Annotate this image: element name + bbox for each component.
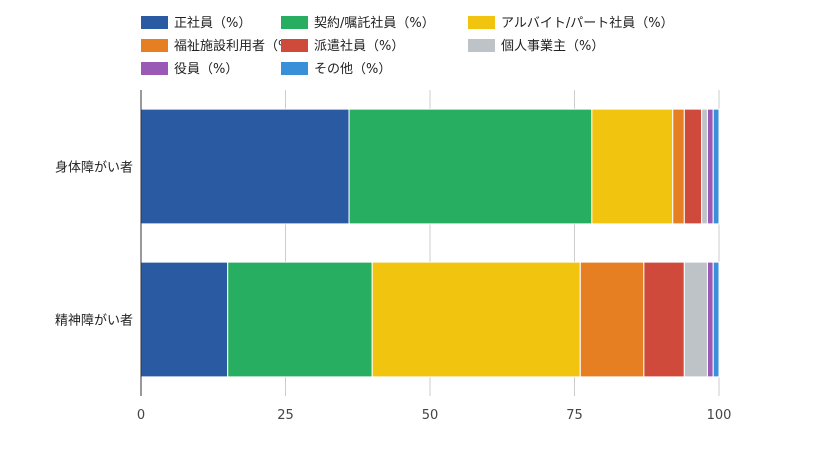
- legend-label-3: アルバイト/パート社員（%）: [501, 15, 674, 31]
- bar-segment-2-4: [579, 261, 645, 378]
- bar-segment-1-2: [348, 108, 593, 225]
- legend-label-5: 派遣社員（%）: [314, 38, 404, 54]
- x-tick-label-25: 25: [277, 408, 294, 423]
- legend-label-8: その他（%）: [314, 62, 391, 77]
- category-label-2: 精神障がい者: [55, 314, 133, 329]
- legend-swatch-6: [468, 39, 495, 52]
- bar-segment-1-7: [706, 108, 714, 225]
- category-label-1: 身体障がい者: [55, 160, 133, 176]
- legend-swatch-8: [281, 62, 308, 75]
- x-tick-label-50: 50: [422, 408, 439, 423]
- legend-label-7: 役員（%）: [174, 62, 238, 77]
- x-tick-label-75: 75: [566, 408, 583, 423]
- bar-segment-2-8: [712, 261, 720, 378]
- legend-label-6: 個人事業主（%）: [501, 38, 604, 54]
- bars: [140, 108, 720, 378]
- bar-segment-2-1: [140, 261, 229, 378]
- legend-label-2: 契約/嘱託社員（%）: [314, 15, 435, 31]
- legend-swatch-3: [468, 16, 495, 29]
- legend-swatch-5: [281, 39, 308, 52]
- legend-label-4: 福祉施設利用者（%）: [174, 38, 303, 54]
- bar-segment-1-8: [712, 108, 720, 225]
- x-tick-label-100: 100: [707, 408, 732, 423]
- legend-swatch-4: [141, 39, 168, 52]
- bar-segment-2-5: [643, 261, 685, 378]
- bar-segment-2-3: [371, 261, 581, 378]
- x-axis-ticks: 0 25 50 75 100: [137, 408, 732, 423]
- bar-segment-1-1: [140, 108, 350, 225]
- legend-swatch-2: [281, 16, 308, 29]
- bar-segment-2-6: [683, 261, 708, 378]
- bar-segment-2-7: [706, 261, 714, 378]
- bar-segment-1-6: [701, 108, 708, 225]
- legend-label-1: 正社員（%）: [174, 15, 251, 31]
- legend-swatch-7: [141, 62, 168, 75]
- bar-segment-1-3: [591, 108, 674, 225]
- x-tick-label-0: 0: [137, 408, 145, 423]
- legend: 正社員（%） 契約/嘱託社員（%） アルバイト/パート社員（%） 福祉施設利用者（%）…: [141, 15, 674, 77]
- bar-segment-1-5: [683, 108, 703, 225]
- bar-segment-1-4: [672, 108, 685, 225]
- bar-segment-2-2: [227, 261, 373, 378]
- legend-swatch-1: [141, 16, 168, 29]
